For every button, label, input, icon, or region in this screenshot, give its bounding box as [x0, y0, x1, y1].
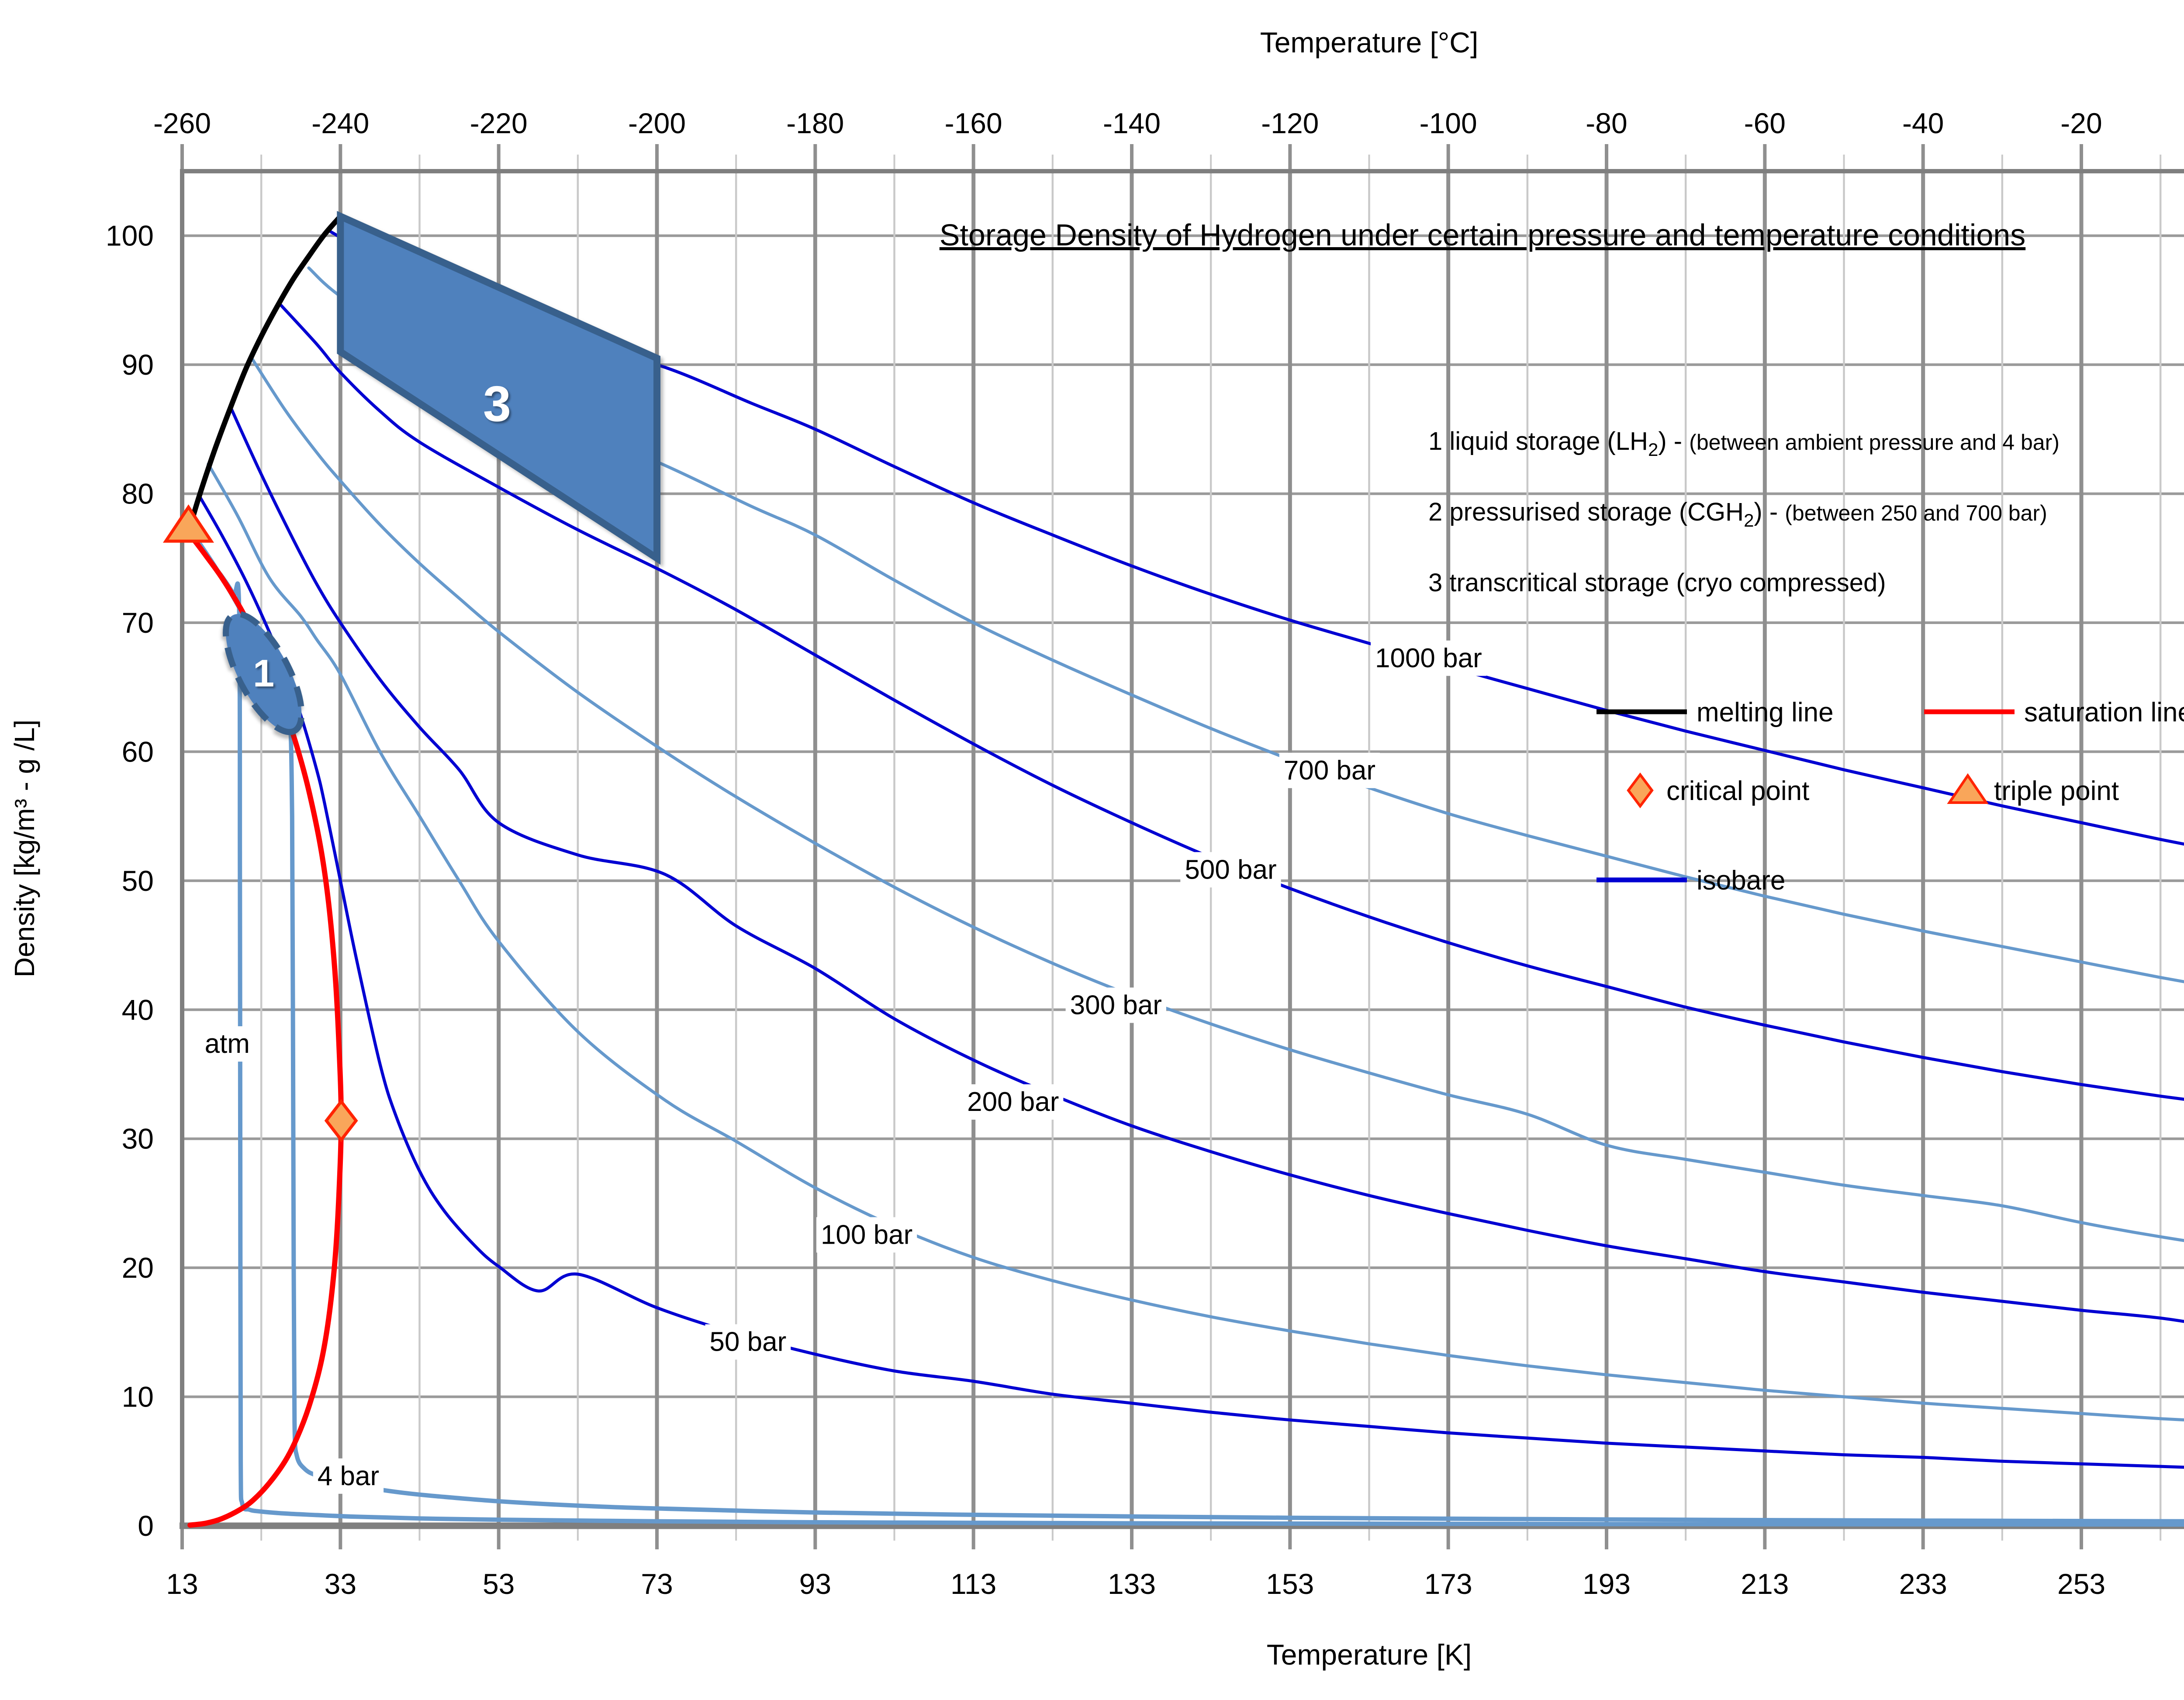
- region-3: [337, 211, 660, 565]
- x-tick-label: 173: [1424, 1568, 1472, 1600]
- isobar-label-box: [816, 1217, 917, 1253]
- isobar-label-box: [1370, 640, 1486, 676]
- y-tick-label: 70: [122, 607, 154, 639]
- triple-point-marker: [162, 504, 214, 543]
- isobar-label-atm: atm: [205, 1029, 250, 1059]
- legend-critical-point-icon: [1627, 772, 1654, 808]
- region-1: [223, 611, 305, 735]
- axis-labels: 1333537393113133153173193213233253273293…: [9, 26, 2105, 1671]
- legend: melting line saturation line critical poin…: [1597, 697, 2184, 896]
- x-top-tick-label: -200: [628, 107, 686, 139]
- isobar-curve-50bar: [198, 494, 2184, 1469]
- x-tick-label: 113: [950, 1568, 996, 1600]
- isobar-label-box: [1180, 852, 1281, 888]
- x-axis-title: Temperature [K]: [1267, 1638, 1472, 1671]
- x-tick-label: 133: [1108, 1568, 1156, 1600]
- storage-notes: 1 liquid storage (LH2) - (between ambien…: [1428, 427, 2060, 597]
- markers: [162, 504, 358, 1143]
- isobar-label-box: [963, 1084, 1064, 1120]
- legend-triple-point-icon: [1947, 773, 1989, 804]
- x-top-tick-label: -80: [1586, 107, 1627, 139]
- x-top-tick-label: -220: [470, 107, 528, 139]
- x-top-axis-title: Temperature [°C]: [1260, 26, 1479, 59]
- note-line-2: 2 pressurised storage (CGH2) - (between …: [1428, 498, 2047, 531]
- isobar-label-box: [200, 1026, 254, 1062]
- x-top-tick-label: -60: [1744, 107, 1786, 139]
- isobar-label-50bar: 50 bar: [709, 1327, 786, 1357]
- note-line-3: 3 transcritical storage (cryo compressed…: [1428, 569, 1886, 597]
- y-tick-label: 10: [122, 1381, 154, 1413]
- isobar-curve-atm: [186, 531, 2184, 1527]
- isobar-label-box: [705, 1324, 791, 1360]
- region-3-number: 3: [483, 376, 511, 432]
- y-tick-label: 0: [138, 1510, 154, 1542]
- x-top-tick-label: -180: [786, 107, 844, 139]
- isobar-label-300bar: 300 bar: [1070, 990, 1162, 1020]
- legend-label-triple-point: triple point: [1994, 776, 2119, 806]
- x-top-tick-label: -260: [153, 107, 211, 139]
- isobar-label-200bar: 200 bar: [967, 1087, 1059, 1117]
- x-top-tick-label: -240: [311, 107, 369, 139]
- isobar-labels: 1000 bar 700 bar 500 bar 300 bar 200 bar 100 …: [200, 640, 1486, 1494]
- chart-title: Storage Density of Hydrogen under certai…: [940, 218, 2025, 252]
- y-axis-title: Density [kg/m³ - g /L]: [9, 720, 40, 977]
- x-tick-label: 213: [1741, 1568, 1789, 1600]
- axis-ticks: [180, 144, 2162, 1549]
- y-tick-label: 80: [122, 478, 154, 510]
- x-top-tick-label: -100: [1420, 107, 1477, 139]
- x-tick-label: 53: [483, 1568, 515, 1600]
- isobar-label-box: [1279, 752, 1380, 788]
- y-tick-label: 90: [122, 348, 154, 381]
- y-tick-label: 40: [122, 993, 154, 1026]
- isobar-curve-4bar: [187, 526, 2184, 1524]
- critical-point-marker: [324, 1099, 358, 1143]
- isobar-curve-200bar: [229, 407, 2184, 1323]
- x-tick-label: 93: [799, 1568, 831, 1600]
- y-tick-label: 60: [122, 735, 154, 768]
- isobar-label-box: [1065, 987, 1166, 1023]
- x-tick-label: 193: [1583, 1568, 1631, 1600]
- melting-curve: [186, 214, 343, 535]
- note-line-1: 1 liquid storage (LH2) - (between ambien…: [1428, 427, 2060, 460]
- x-tick-label: 253: [2057, 1568, 2105, 1600]
- x-tick-label: 33: [325, 1568, 356, 1600]
- isobar-curve-100bar: [207, 462, 2184, 1422]
- y-tick-label: 30: [122, 1123, 154, 1155]
- region-1-number: 1: [253, 652, 274, 695]
- y-tick-label: 50: [122, 865, 154, 897]
- x-tick-label: 153: [1266, 1568, 1314, 1600]
- x-top-tick-label: -20: [2060, 107, 2102, 139]
- x-tick-label: 73: [641, 1568, 673, 1600]
- x-top-tick-label: -160: [945, 107, 1002, 139]
- isobar-label-700bar: 700 bar: [1284, 755, 1375, 786]
- regions: 312: [223, 211, 660, 735]
- legend-label-melting-line: melting line: [1697, 697, 1834, 728]
- legend-label-isobare: isobare: [1697, 866, 1785, 896]
- x-tick-label: 13: [166, 1568, 198, 1600]
- x-tick-label: 233: [1899, 1568, 1947, 1600]
- isobar-label-1000bar: 1000 bar: [1375, 643, 1482, 673]
- x-top-tick-label: -140: [1103, 107, 1161, 139]
- isobar-label-100bar: 100 bar: [821, 1220, 912, 1250]
- legend-label-saturation-line: saturation line: [2024, 697, 2184, 728]
- isobar-curve-300bar: [250, 356, 2184, 1242]
- isobar-label-box: [313, 1458, 384, 1494]
- isobar-label-4bar: 4 bar: [318, 1461, 379, 1491]
- y-tick-label: 100: [106, 220, 154, 252]
- legend-label-critical-point: critical point: [1666, 776, 1809, 806]
- x-top-tick-label: -40: [1902, 107, 1944, 139]
- isobar-label-500bar: 500 bar: [1185, 855, 1276, 885]
- isobar-curve-500bar: [279, 303, 2184, 1101]
- y-tick-label: 20: [122, 1252, 154, 1284]
- x-top-tick-label: -120: [1261, 107, 1319, 139]
